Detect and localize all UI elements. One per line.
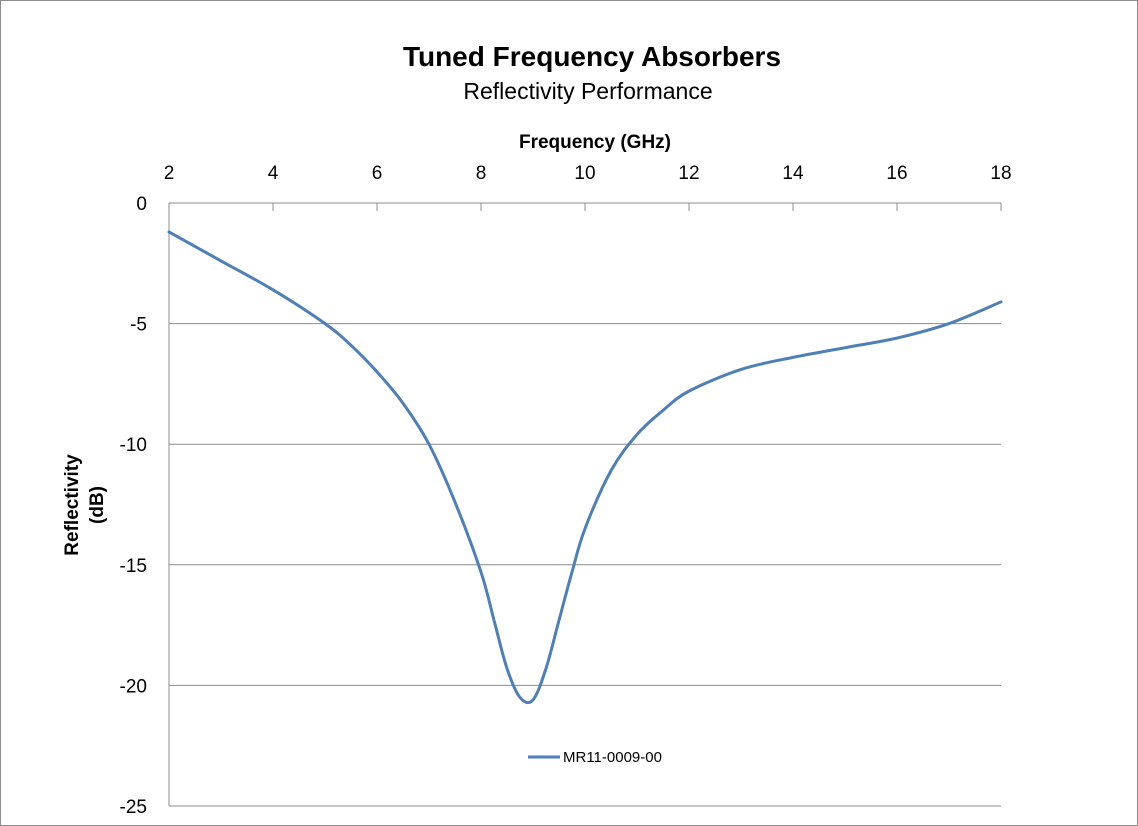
y-axis-title-line1: Reflectivity xyxy=(62,454,83,556)
y-tick-label: -20 xyxy=(120,676,147,697)
series-lines xyxy=(167,230,1003,705)
series-line xyxy=(167,230,1003,705)
x-tick-label: 8 xyxy=(476,163,487,184)
y-tick-label: -15 xyxy=(120,556,147,577)
y-tick-label: -5 xyxy=(130,315,147,336)
x-tick-label: 10 xyxy=(574,163,595,184)
y-axis-title: Reflectivity (dB) xyxy=(62,454,108,556)
x-tick-label: 14 xyxy=(782,163,804,184)
axes xyxy=(168,202,1002,806)
x-axis-title: Frequency (GHz) xyxy=(519,132,671,153)
chart-title: Tuned Frequency Absorbers xyxy=(403,41,781,72)
x-tick-label: 6 xyxy=(372,163,383,184)
gridlines xyxy=(169,323,1001,807)
x-tick-label: 16 xyxy=(886,163,907,184)
x-tick-label: 18 xyxy=(990,163,1011,184)
y-tick-label: -10 xyxy=(120,435,147,456)
y-tick-label: -25 xyxy=(120,797,147,818)
chart-subtitle: Reflectivity Performance xyxy=(463,78,712,104)
x-tick-label: 12 xyxy=(678,163,699,184)
y-axis-title-line2: (dB) xyxy=(87,486,108,524)
y-tick-label: 0 xyxy=(136,194,147,215)
x-tick-label: 4 xyxy=(268,163,279,184)
legend-label: MR11-0009-00 xyxy=(563,749,662,766)
x-tick-label: 2 xyxy=(164,163,175,184)
tick-labels: 0 -5 -10 -15 -20 -25 2 4 6 8 10 12 14 16 18 xyxy=(120,163,1012,818)
legend: MR11-0009-00 xyxy=(528,749,662,766)
